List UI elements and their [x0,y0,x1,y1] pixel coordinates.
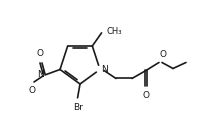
Text: CH₃: CH₃ [106,27,122,36]
Text: N: N [37,70,44,79]
Text: N: N [101,65,108,74]
Text: Br: Br [73,103,83,112]
Text: O: O [142,92,150,100]
Text: O: O [160,50,167,60]
Text: O: O [37,49,43,58]
Text: O: O [29,86,35,95]
